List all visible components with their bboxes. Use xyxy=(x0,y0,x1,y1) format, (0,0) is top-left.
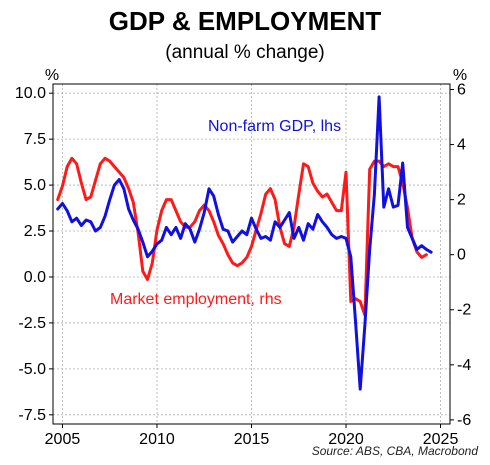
right-tick-label: -2 xyxy=(457,302,471,319)
left-tick-label: -7.5 xyxy=(18,407,46,424)
series-lines xyxy=(56,95,433,391)
gdp-series-annotation: Non-farm GDP, lhs xyxy=(208,118,341,135)
left-tick-label: -5.0 xyxy=(18,361,46,378)
series-line-non-farm-gdp xyxy=(56,95,433,391)
gridlines xyxy=(53,84,450,424)
x-tick-label: 2005 xyxy=(45,431,81,448)
right-tick-label: 0 xyxy=(457,247,466,264)
left-tick-label: -2.5 xyxy=(18,315,46,332)
right-tick-label: -6 xyxy=(457,412,471,429)
left-tick-label: 2.5 xyxy=(24,223,46,240)
employment-series-annotation: Market employment, rhs xyxy=(110,291,282,308)
right-tick-label: 6 xyxy=(457,82,466,99)
left-tick-label: 10.0 xyxy=(15,85,46,102)
chart-title: GDP & EMPLOYMENT xyxy=(109,6,382,36)
left-tick-label: 0.0 xyxy=(24,269,46,286)
chart-subtitle: (annual % change) xyxy=(165,42,325,63)
right-tick-label: 2 xyxy=(457,192,466,209)
x-tick-label: 2020 xyxy=(328,431,364,448)
left-axis-ticks: 10.0 7.5 5.0 2.5 0.0 -2.5 -5.0 -7.5 xyxy=(15,85,53,424)
left-tick-label: 7.5 xyxy=(24,131,46,148)
x-tick-label: 2010 xyxy=(139,431,175,448)
x-tick-label: 2015 xyxy=(234,431,270,448)
right-tick-label: 4 xyxy=(457,137,466,154)
right-tick-label: -4 xyxy=(457,357,471,374)
x-axis-ticks: 2005 2010 2015 2020 2025 xyxy=(45,424,459,448)
x-tick-label: 2025 xyxy=(423,431,459,448)
right-axis-unit: % xyxy=(453,67,467,84)
right-axis-ticks: 6 4 2 0 -2 -4 -6 xyxy=(450,82,471,429)
source-note: Source: ABS, CBA, Macrobond xyxy=(312,444,479,458)
left-axis-unit: % xyxy=(45,67,59,84)
left-tick-label: 5.0 xyxy=(24,177,46,194)
